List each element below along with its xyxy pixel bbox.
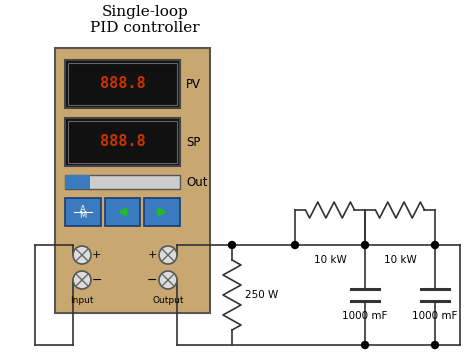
Text: 888.8: 888.8 [100,77,146,91]
Circle shape [159,271,177,289]
Text: −: − [92,274,102,287]
Text: M: M [79,210,86,219]
Circle shape [431,342,438,348]
Text: 10 kW: 10 kW [383,255,416,265]
Text: −: − [146,274,157,287]
Text: Out: Out [186,175,208,188]
Bar [55,48,210,313]
Bar [65,198,100,226]
Text: Output: Output [152,296,184,305]
Text: SP: SP [186,135,201,148]
Circle shape [362,242,368,248]
Text: 250 W: 250 W [245,290,278,300]
Text: 1000 mF: 1000 mF [412,311,458,321]
Bar [65,118,180,166]
Circle shape [431,242,438,248]
Circle shape [159,246,177,264]
Bar [105,198,140,226]
Circle shape [292,242,299,248]
Text: A: A [80,204,86,213]
Text: 888.8: 888.8 [100,135,146,149]
Circle shape [73,271,91,289]
Text: +: + [147,250,157,260]
Text: 1000 mF: 1000 mF [342,311,388,321]
Text: +: + [92,250,101,260]
Bar [68,121,177,163]
Bar [65,175,91,189]
Text: 10 kW: 10 kW [314,255,346,265]
Bar [68,63,177,105]
Bar [65,175,180,189]
Text: Input: Input [70,296,94,305]
Circle shape [73,246,91,264]
Bar [145,198,180,226]
Text: Single-loop
PID controller: Single-loop PID controller [90,5,200,35]
Circle shape [362,342,368,348]
Text: PV: PV [186,78,201,91]
Bar [65,60,180,108]
Circle shape [228,242,236,248]
